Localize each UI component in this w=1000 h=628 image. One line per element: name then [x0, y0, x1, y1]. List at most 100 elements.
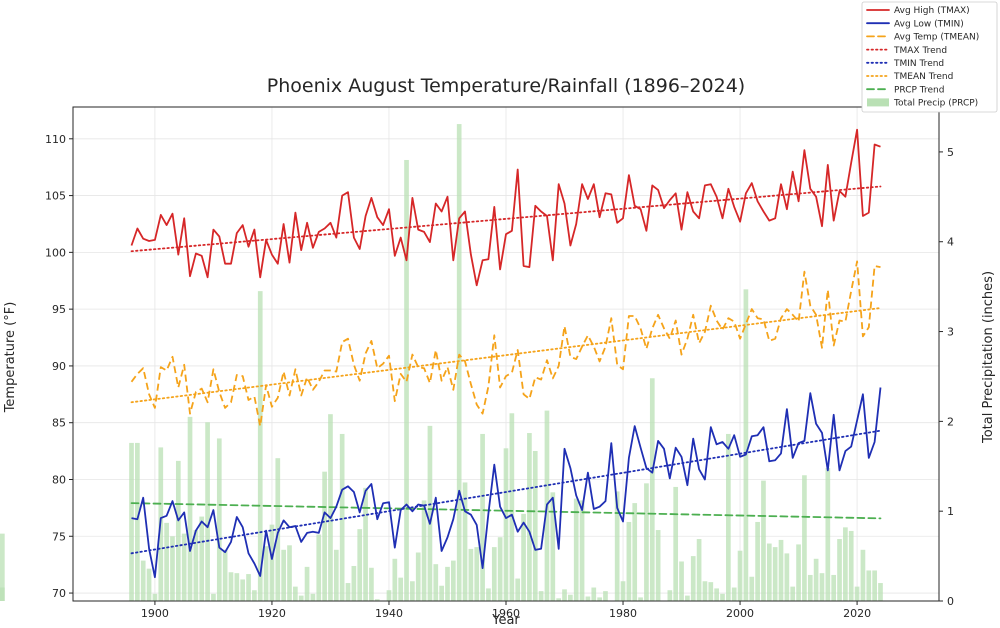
precip-bar: [374, 599, 380, 601]
legend-entry-label: PRCP Trend: [894, 85, 944, 95]
y-axis-ticks: 70 75 80 85 90 95 100 105 110: [45, 133, 73, 600]
precip-bar: [784, 553, 790, 601]
precip-bar: [685, 595, 690, 601]
legend-box: [861, 1, 998, 113]
precip-bar: [819, 573, 825, 601]
precip-bar: [146, 568, 152, 601]
precip-bar: [726, 433, 731, 601]
precip-bar: [298, 595, 304, 601]
precip-bar: [369, 567, 374, 601]
precip-bar: [322, 471, 327, 601]
precip-bar: [866, 570, 872, 601]
precip-bar: [439, 585, 444, 601]
precip-bar: [591, 587, 597, 601]
precip-bar: [205, 422, 210, 601]
x-tick-label: 1980: [609, 607, 637, 620]
precip-bar: [556, 598, 562, 601]
precip-bar: [427, 425, 433, 601]
precip-bar: [778, 539, 784, 601]
precip-bar: [550, 492, 556, 601]
y2-tick-label: 0: [947, 595, 954, 608]
tmean-trend-line: [130, 307, 882, 404]
precip-bar: [152, 593, 158, 601]
legend-entry-label: Avg High (TMAX): [894, 6, 970, 16]
precip-bar: [843, 527, 848, 601]
precip-bar: [310, 593, 316, 601]
y-tick-label: 85: [52, 417, 66, 430]
y-tick-label: 95: [52, 303, 66, 316]
precip-bar: [568, 594, 573, 601]
precip-bar: [491, 547, 497, 601]
x-axis-label: Year: [491, 613, 520, 628]
precip-bar: [216, 438, 222, 601]
precip-bar: [573, 498, 579, 601]
precip-bar: [720, 593, 725, 601]
precip-bar: [281, 549, 286, 601]
precip-bar: [603, 591, 608, 601]
precip-bar: [532, 451, 538, 601]
prcp_trend-trend-line: [130, 502, 882, 520]
precip-bar: [579, 500, 585, 601]
precip-bar: [585, 596, 591, 601]
legend: Avg High (TMAX) Avg Low (TMIN) Avg Temp (T…: [861, 1, 998, 113]
precip-bar: [345, 583, 351, 601]
precip-bar: [211, 593, 216, 601]
precip-bar: [293, 586, 298, 601]
x-tick-label: 1920: [258, 607, 286, 620]
precip-bar: [480, 433, 485, 601]
precip-bar: [831, 574, 837, 601]
precip-bar: [474, 547, 480, 601]
precip-bar: [175, 460, 181, 601]
y2-axis-label: Total Precipitation (inches): [981, 271, 996, 444]
precip-bar: [796, 544, 801, 601]
legend-entry-label: TMEAN Trend: [893, 72, 953, 82]
precip-bar: [386, 590, 392, 601]
precip-bar: [234, 573, 240, 601]
precip-bar: [140, 560, 146, 601]
precip-bar: [743, 289, 749, 601]
tmin-trend-line: [130, 429, 882, 555]
precip-bar: [456, 124, 462, 601]
precip-bar: [772, 547, 778, 601]
precip-bar: [614, 491, 620, 601]
y-tick-label: 100: [45, 246, 66, 259]
precip-bar: [0, 533, 5, 601]
x-tick-label: 2000: [726, 607, 754, 620]
precip-bar: [433, 564, 439, 601]
precip-bar: [497, 537, 503, 601]
precip-bar: [807, 574, 813, 601]
legend-entry-label: Avg Low (TMIN): [894, 19, 964, 29]
precip-bar: [527, 433, 532, 601]
precip-bar: [333, 549, 339, 601]
x-tick-label: 1900: [141, 607, 169, 620]
precip-bar: [521, 513, 526, 601]
precip-bar: [357, 529, 363, 601]
legend-entry-label: Total Precip (PRCP): [893, 99, 978, 109]
precip-bar: [187, 416, 193, 601]
precip-bar: [486, 588, 491, 601]
precip-bar: [468, 548, 474, 601]
x-axis-ticks: 1900 1920 1940 1960 1980 2000 2020: [141, 601, 871, 620]
precip-bar: [690, 556, 696, 601]
y2-tick-label: 1: [947, 505, 954, 518]
precip-bar: [415, 552, 421, 601]
precip-bar: [269, 524, 275, 601]
y-axis-label: Temperature (°F): [3, 302, 18, 414]
precip-bar: [872, 570, 877, 601]
y-tick-label: 70: [52, 587, 66, 600]
precip-bar: [462, 482, 468, 601]
legend-swatch-bar: [867, 98, 889, 107]
precip-bar: [667, 590, 673, 601]
precip-bar: [761, 480, 766, 601]
precip-bar: [802, 475, 807, 601]
precip-bar: [193, 530, 199, 601]
precip-bar: [696, 539, 702, 601]
precip-bar: [135, 442, 140, 601]
y2-tick-label: 4: [947, 236, 954, 249]
precip-bar: [222, 549, 228, 601]
precip-bar: [421, 500, 427, 601]
temperature-series: [130, 128, 882, 579]
tmin-series-line: [131, 387, 882, 579]
precip-bar: [129, 442, 134, 601]
legend-entry-label: TMIN Trend: [893, 59, 944, 69]
